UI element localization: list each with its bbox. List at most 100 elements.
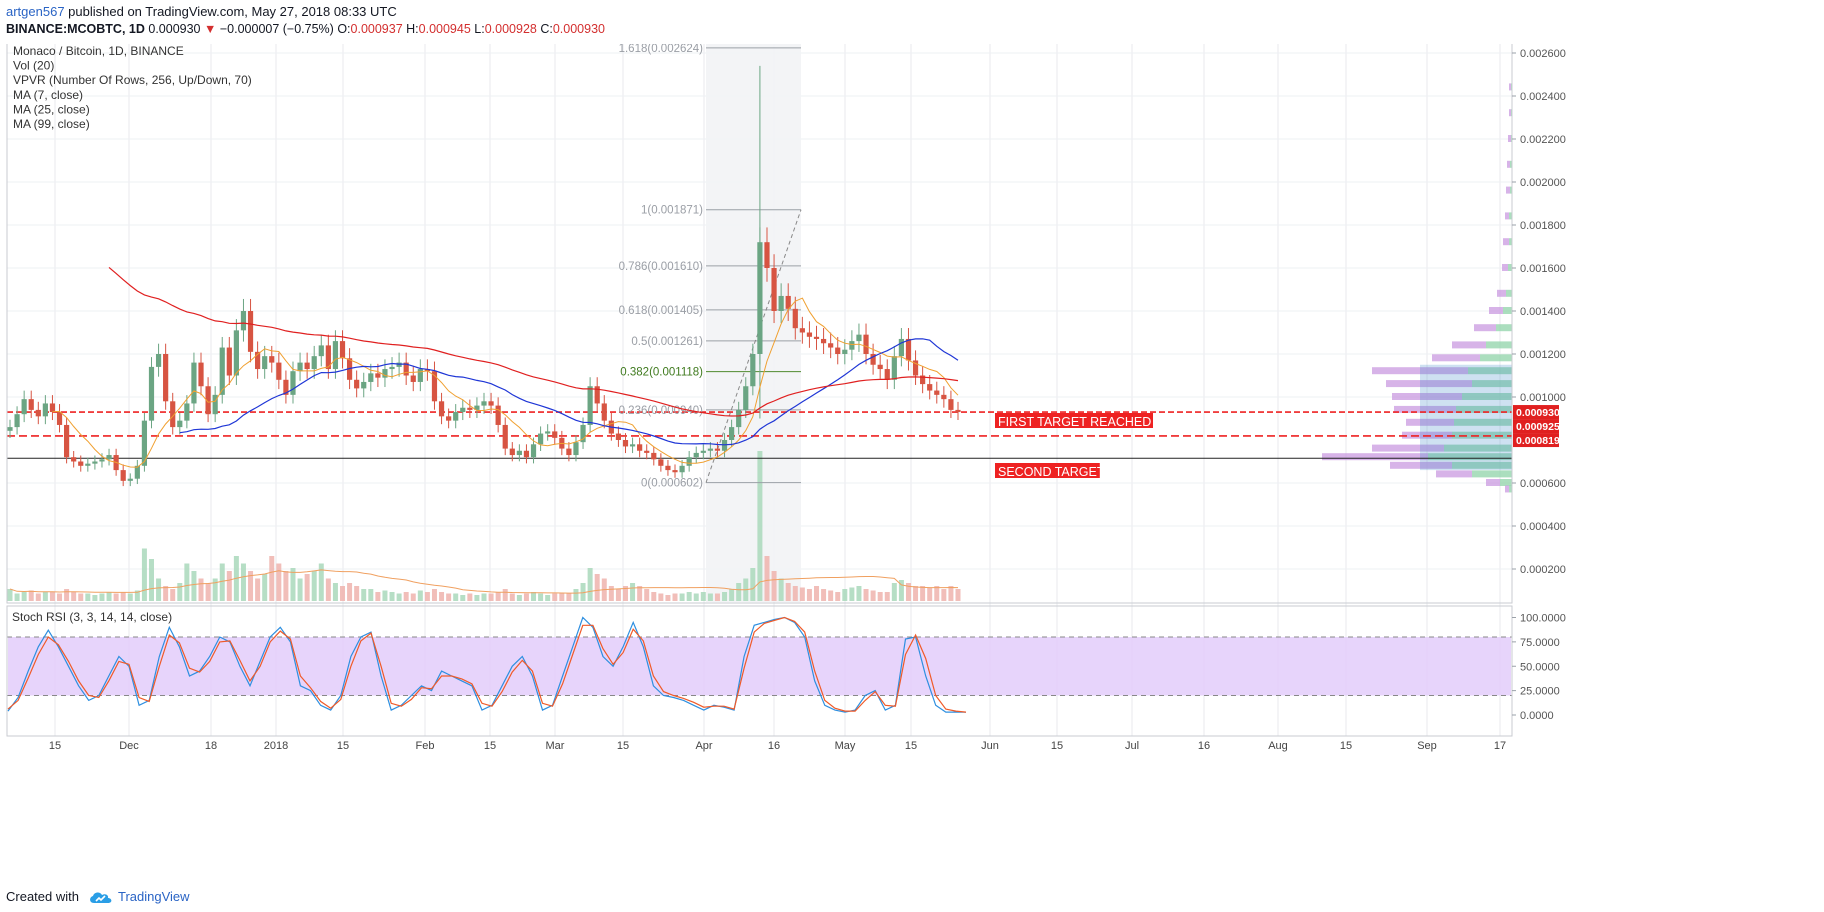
close-label: C: — [540, 22, 553, 36]
stoch-tick-label: 100.0000 — [1520, 613, 1566, 625]
candle-body — [842, 349, 848, 354]
vpvr-up-bar — [1510, 186, 1512, 194]
volume-bar — [559, 593, 565, 601]
candle-body — [155, 354, 162, 367]
volume-bar — [842, 589, 848, 601]
candle-body — [481, 401, 487, 406]
volume-bar — [785, 583, 791, 601]
vpvr-down-bar — [1372, 367, 1468, 375]
candle-body — [587, 386, 593, 425]
fib-level-label: 0.618(0.001405) — [619, 305, 704, 317]
volume-bar — [714, 593, 720, 601]
candle-body — [594, 386, 600, 404]
candle-body — [85, 463, 91, 466]
fib-level-label: 0.382(0.001118) — [620, 367, 703, 379]
vpvr-up-bar — [1456, 405, 1512, 413]
volume-bar — [21, 592, 27, 601]
volume-bar — [849, 587, 855, 601]
volume-bar — [637, 586, 643, 601]
volume-bar — [934, 586, 940, 601]
fib-trend-line — [705, 209, 802, 483]
candle-body — [382, 369, 388, 378]
volume-bar — [891, 583, 897, 601]
candle-body — [771, 268, 777, 311]
candle-body — [99, 459, 105, 462]
volume-bar — [587, 568, 593, 601]
candle-body — [898, 338, 905, 357]
annotations: FIRST TARGET REACHED SECOND TARGET — [995, 413, 1153, 479]
vpvr-up-bar — [1454, 418, 1512, 426]
candle-body — [573, 442, 579, 456]
candle-body — [396, 362, 402, 367]
volume-bar — [856, 586, 862, 601]
fib-level-label: 0.786(0.001610) — [619, 261, 704, 273]
vpvr-up-bar — [1462, 393, 1512, 400]
fib-level-label: 0(0.000602) — [641, 478, 703, 490]
volume-bar — [71, 592, 77, 601]
fib-level-label: 1(0.001871) — [641, 205, 703, 217]
volume-bar — [686, 592, 692, 601]
chart-canvas[interactable]: 1.618(0.002624) 1(0.001871) 0.786(0.001610… — [0, 44, 1824, 884]
low-label: L: — [474, 22, 485, 36]
vpvr-down-bar — [1486, 479, 1500, 486]
volume-bar — [240, 563, 246, 601]
volume-bar — [552, 593, 558, 601]
high-value: 0.000945 — [418, 22, 471, 36]
volume-ma-line — [9, 569, 959, 594]
vpvr-down-bar — [1507, 160, 1510, 168]
vpvr-up-bar — [1509, 212, 1512, 220]
candle-body — [42, 403, 48, 417]
volume-bar — [170, 589, 176, 601]
candle-body — [912, 360, 919, 376]
volume-bar — [955, 589, 961, 601]
volume-bar — [905, 583, 911, 601]
vpvr-down-bar — [1497, 289, 1506, 297]
candle-body — [226, 347, 232, 376]
volume-bar — [722, 592, 728, 601]
fib-level-label: 0.5(0.001261) — [631, 336, 703, 348]
vpvr-up-bar — [1428, 453, 1512, 461]
volume-bar — [948, 586, 954, 601]
volume-bar — [283, 571, 289, 601]
volume-bar — [651, 592, 657, 601]
price-label-box — [1513, 433, 1559, 448]
volume-bar — [113, 593, 119, 601]
volume-bar — [205, 583, 211, 601]
candle-body — [615, 433, 622, 440]
price-label: 0.000930 — [1516, 407, 1560, 419]
candle-body — [212, 394, 218, 415]
candle-body — [700, 450, 706, 453]
volume-bar — [594, 574, 600, 601]
legend-item: Monaco / Bitcoin, 1D, BINANCE — [13, 44, 184, 58]
candle-body — [276, 362, 282, 380]
volume-bar — [255, 578, 261, 601]
volume-bar — [332, 583, 338, 601]
y-tick-label: 0.002400 — [1520, 91, 1566, 103]
volume-bar — [502, 589, 508, 601]
volume-bar — [481, 593, 487, 601]
vpvr-down-bar — [1406, 418, 1454, 426]
vpvr-down-bar — [1502, 264, 1508, 271]
volume-bar — [361, 589, 367, 601]
candle-body — [729, 427, 735, 440]
open-label: O: — [337, 22, 351, 36]
vpvr-up-bar — [1468, 367, 1512, 375]
price-label: 0.000925 — [1516, 421, 1560, 433]
x-tick-label: 15 — [905, 740, 917, 752]
candle-body — [835, 347, 841, 354]
created-with-text: Created with — [6, 889, 79, 904]
candle-body — [743, 386, 749, 410]
candle-body — [955, 409, 961, 413]
volume-bar — [7, 589, 13, 601]
volume-bar — [700, 592, 706, 601]
candle-body — [403, 362, 409, 376]
author-link[interactable]: artgen567 — [6, 4, 65, 19]
x-tick-label: Feb — [416, 740, 435, 752]
volume-bar — [304, 574, 310, 601]
candle-body — [806, 332, 813, 337]
volume-bar — [134, 590, 140, 601]
volume-bar — [778, 578, 784, 601]
tradingview-brand[interactable]: TradingView — [118, 889, 190, 904]
volume-bar — [509, 593, 515, 601]
